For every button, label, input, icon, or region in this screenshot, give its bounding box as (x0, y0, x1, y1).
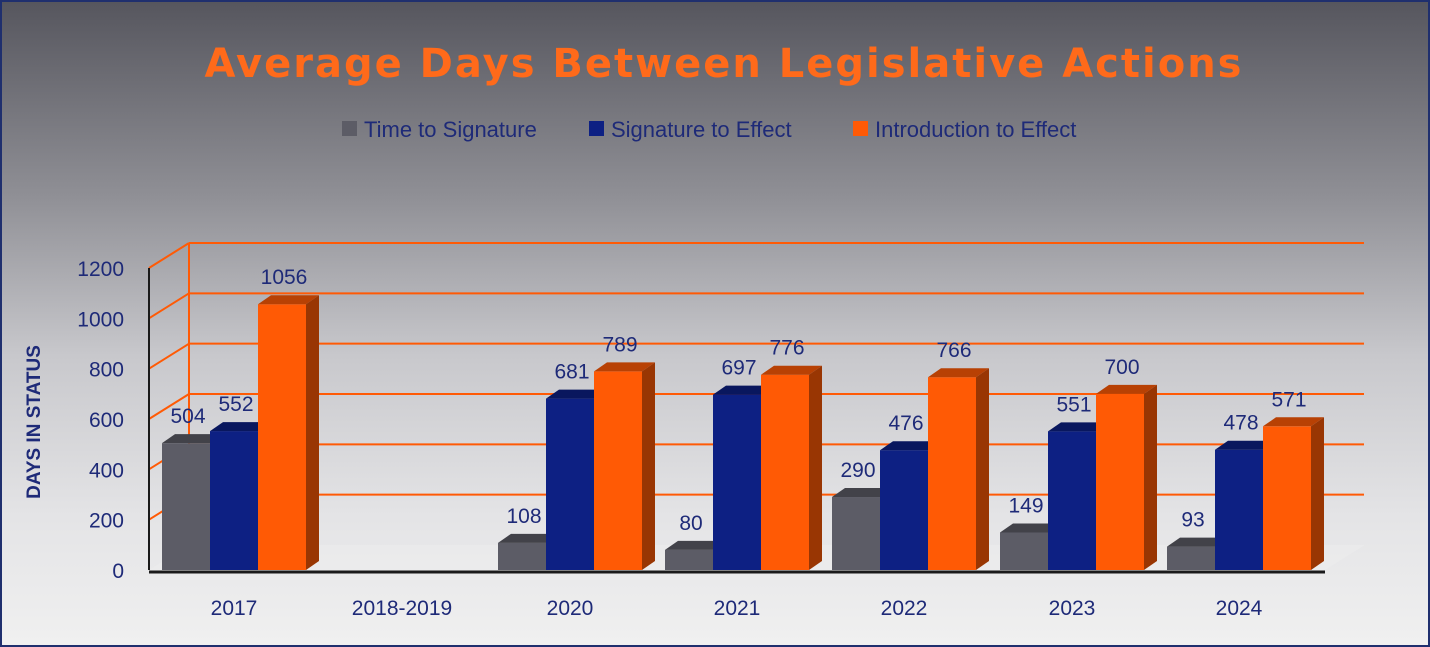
y-tick-label: 1000 (77, 308, 124, 331)
y-tick-label: 400 (89, 459, 124, 482)
data-label: 476 (888, 412, 923, 435)
bar-2024-3: 571 (1263, 388, 1324, 570)
x-tick-label: 2021 (714, 597, 761, 620)
bar-top (1215, 440, 1276, 450)
legend: Time to Signature Signature to Effect Intr… (342, 117, 1076, 142)
data-label: 776 (769, 337, 804, 360)
data-label: 789 (602, 333, 637, 356)
legend-label-3: Introduction to Effect (875, 117, 1076, 142)
data-label: 149 (1008, 495, 1043, 518)
bar-side (976, 368, 989, 570)
chart-title: Average Days Between Legislative Actions (205, 41, 1244, 87)
bar-front (594, 371, 642, 570)
bar-front (1000, 532, 1048, 570)
bar-top (928, 368, 989, 378)
bar-side (1144, 384, 1157, 570)
legend-swatch-1 (342, 121, 357, 136)
bar-2022-3: 766 (928, 339, 989, 570)
legend-swatch-3 (853, 121, 868, 136)
bar-front (761, 374, 809, 570)
data-label: 504 (170, 405, 205, 428)
gridline-depth (148, 292, 190, 320)
bar-top (1263, 417, 1324, 427)
bar-top (761, 365, 822, 375)
x-tick-label: 2020 (547, 597, 594, 620)
x-axis: 2017 2018-2019 2020 2021 2022 2023 2024 (149, 570, 1325, 620)
data-label: 551 (1056, 393, 1091, 416)
data-label: 290 (840, 459, 875, 482)
x-tick-label: 2022 (881, 597, 928, 620)
x-tick-label: 2017 (211, 597, 258, 620)
y-tick-label: 600 (89, 409, 124, 432)
bar-front (546, 398, 594, 570)
bar-front (665, 549, 713, 570)
data-label: 681 (554, 361, 589, 384)
bar-2017-3: 1056 (258, 266, 319, 570)
data-label: 571 (1271, 388, 1306, 411)
bar-front (1096, 393, 1144, 570)
bar-side (809, 365, 822, 570)
x-tick-label: 2018-2019 (352, 597, 452, 620)
bars: 504 552 1056 108 681 789 80 697 776 290 476 766 149 5… (162, 266, 1324, 570)
bar-front (210, 431, 258, 570)
bar-front (258, 304, 306, 570)
bar-front (498, 542, 546, 570)
bar-top (832, 488, 893, 498)
bar-front (880, 450, 928, 570)
data-label: 766 (936, 339, 971, 362)
bar-front (1167, 546, 1215, 570)
bar-front (713, 394, 761, 570)
bar-top (258, 295, 319, 305)
x-tick-label: 2023 (1049, 597, 1096, 620)
bar-top (1048, 422, 1109, 432)
y-axis-label: DAYS IN STATUS (24, 345, 45, 499)
data-label: 552 (218, 393, 253, 416)
bar-side (642, 362, 655, 570)
legend-label-2: Signature to Effect (611, 117, 792, 142)
data-label: 108 (506, 505, 541, 528)
bar-top (498, 533, 559, 543)
data-label: 697 (721, 357, 756, 380)
bar-top (713, 385, 774, 395)
gridline-depth (148, 242, 190, 269)
bar-top (594, 362, 655, 372)
y-axis: 0 200 400 600 800 1000 1200 (77, 258, 150, 583)
y-tick-label: 0 (112, 560, 124, 583)
bar-top (210, 422, 271, 432)
data-label: 1056 (261, 266, 308, 289)
bar-front (928, 377, 976, 570)
y-tick-label: 1200 (77, 258, 124, 281)
y-tick-label: 200 (89, 510, 124, 533)
data-label: 80 (679, 512, 702, 535)
bar-top (880, 441, 941, 451)
bar-front (1048, 431, 1096, 570)
bar-front (1263, 426, 1311, 570)
bar-front (832, 497, 880, 570)
bar-2021-3: 776 (761, 337, 822, 570)
bar-top (1000, 523, 1061, 533)
bar-2024-1: 93 (1167, 509, 1228, 570)
bar-front (1215, 449, 1263, 570)
bar-top (1167, 537, 1228, 547)
bar-side (1311, 417, 1324, 570)
x-tick-label: 2024 (1216, 597, 1263, 620)
bar-2023-3: 700 (1096, 356, 1157, 570)
legend-swatch-2 (589, 121, 604, 136)
bar-top (1096, 384, 1157, 394)
gridline-depth (148, 393, 190, 420)
data-label: 700 (1104, 356, 1139, 379)
data-label: 478 (1223, 412, 1258, 435)
bar-2020-3: 789 (594, 333, 655, 570)
bar-side (306, 295, 319, 570)
legend-label-1: Time to Signature (364, 117, 537, 142)
data-label: 93 (1181, 509, 1204, 532)
bar-top (546, 389, 607, 399)
bar-top (665, 540, 726, 550)
bar-front (162, 443, 210, 570)
bar-top (162, 434, 223, 444)
y-tick-label: 800 (89, 359, 124, 382)
gridline-depth (148, 342, 190, 370)
